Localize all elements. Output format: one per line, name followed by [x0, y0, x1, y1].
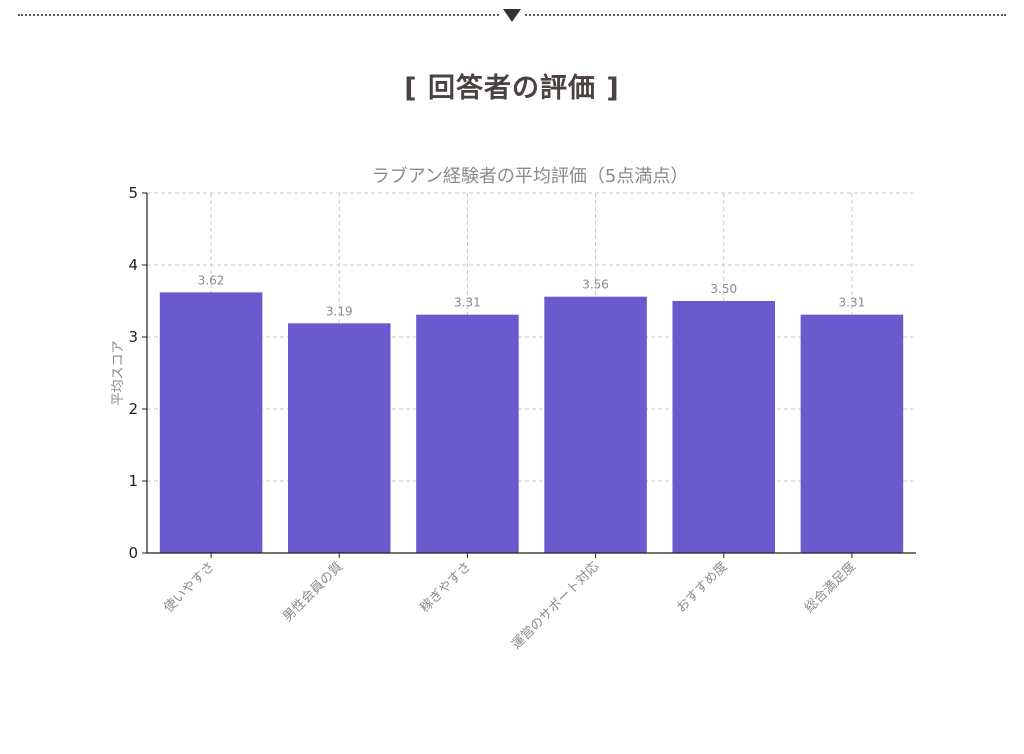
y-tick-label: 2 — [128, 400, 138, 418]
y-tick-label: 3 — [128, 328, 138, 346]
bar — [416, 314, 519, 553]
y-tick-label: 0 — [128, 544, 138, 562]
bar-value-label: 3.62 — [198, 273, 225, 287]
triangle-down-icon — [503, 9, 521, 22]
bar-value-label: 3.56 — [582, 278, 609, 292]
bar-value-label: 3.50 — [710, 282, 737, 296]
bar — [159, 292, 263, 553]
y-tick-label: 4 — [128, 256, 138, 274]
y-axis-label: 平均スコア — [111, 340, 126, 405]
x-tick-label: おすすめ度 — [673, 559, 730, 616]
x-tick-label: 稼ぎやすさ — [418, 559, 475, 616]
section-heading: [ 回答者の評価 ] — [404, 73, 620, 104]
bar-value-label: 3.19 — [326, 304, 353, 318]
bar — [544, 296, 647, 553]
x-tick-label: 男性会員の質 — [280, 559, 346, 625]
y-tick-label: 5 — [128, 184, 138, 202]
x-tick-label: 総合満足度 — [801, 559, 858, 616]
bar-value-label: 3.31 — [839, 296, 866, 310]
chart-title: ラブアン経験者の平均評価（5点満点） — [372, 165, 689, 187]
y-tick-label: 1 — [128, 472, 138, 490]
bar — [672, 301, 776, 553]
x-tick-label: 運営のサポート対応 — [509, 559, 602, 652]
x-tick-label: 使いやすさ — [161, 559, 218, 616]
bar-value-label: 3.31 — [454, 296, 481, 310]
bar — [287, 323, 391, 553]
bar — [800, 314, 904, 553]
